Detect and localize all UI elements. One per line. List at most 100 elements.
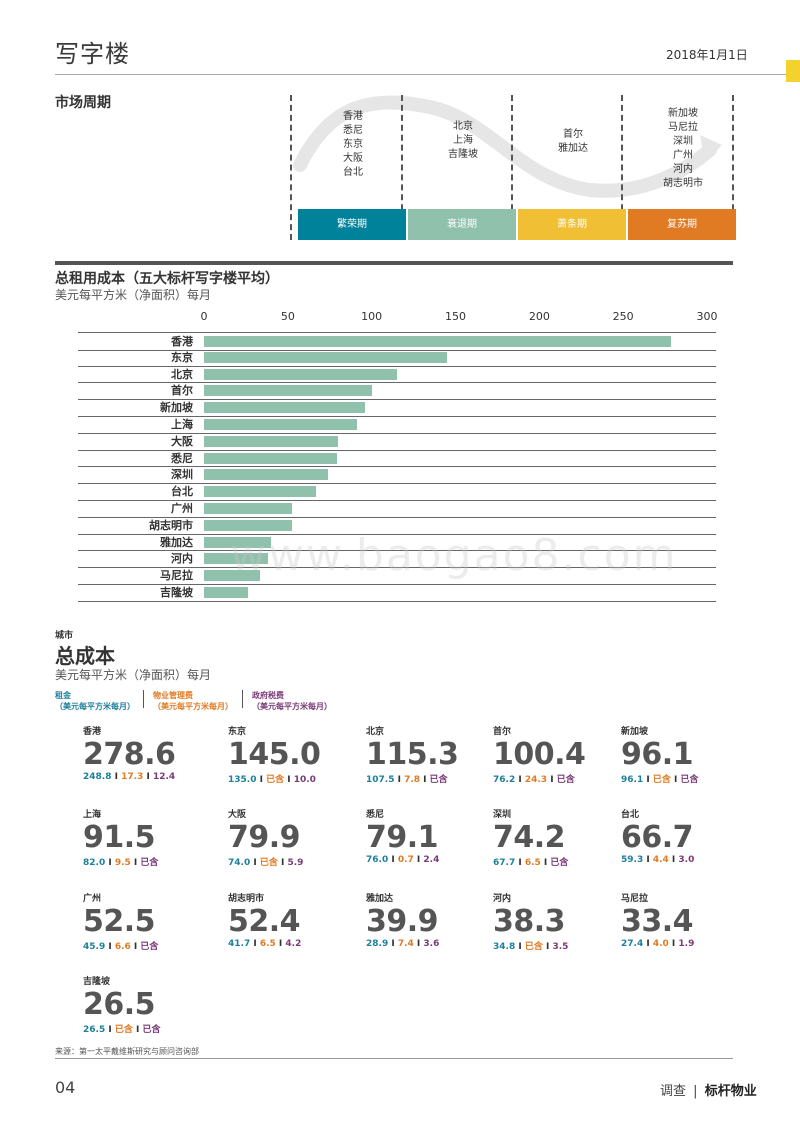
header-divider [55,74,800,75]
bar-category-label: 首尔 [171,384,193,398]
breakdown-separator: I [668,855,679,865]
bar-row: 马尼拉 [78,567,716,585]
rent-value: 59.3 [621,855,644,865]
cost-breakdown: 27.4 I 4.0 I 1.9 [621,939,751,949]
total-cost-kicker: 城市 [55,631,74,641]
cost-breakdown: 96.1 I 已含 I 已含 [621,772,751,785]
breakdown-separator: I [284,775,294,785]
cost-city-name: 胡志明市 [228,894,265,904]
cost-card: 深圳 74.2 67.7 I 6.5 I 已含 [493,807,623,868]
bar-row: 深圳 [78,466,716,485]
bar-category-label: 广州 [171,502,193,515]
bar-row: 广州 [78,500,716,518]
breakdown-separator: I [250,858,260,868]
management-fee-value: 已含 [259,858,278,868]
cost-total-value: 38.3 [493,904,566,939]
breakdown-separator: I [256,775,267,785]
breakdown-separator: I [143,772,153,782]
cost-city-name: 广州 [83,894,102,904]
cost-card: 上海 91.5 82.0 I 9.5 I 已含 [83,807,213,868]
bar-row: 东京 [78,349,716,367]
cost-breakdown: 34.8 I 已含 I 3.5 [493,939,623,952]
cost-total-value: 278.6 [83,737,176,772]
tax-value: 1.9 [678,939,695,949]
bar-category-label: 吉隆坡 [160,586,193,599]
cost-card: 首尔 100.4 76.2 I 24.3 I 已含 [493,724,623,785]
x-tick-label: 250 [612,310,634,323]
cost-breakdown: 45.9 I 6.6 I 已含 [83,939,213,952]
bar-row: 雅加达 [78,534,716,552]
cost-breakdown: 82.0 I 9.5 I 已含 [83,855,213,868]
management-fee-value: 已含 [524,942,543,952]
cycle-city: 首尔 [563,129,583,140]
cycle-wave-arrow [293,95,722,198]
bar-category-label: 北京 [171,367,193,381]
breakdown-separator: I [542,942,553,952]
bar-row: 北京 [78,366,716,384]
x-tick-label: 150 [445,310,466,323]
breakdown-separator: I [643,939,653,949]
cost-city-name: 北京 [366,727,385,737]
rent-value: 26.5 [83,1025,106,1035]
cost-breakdown: 76.0 I 0.7 I 2.4 [366,855,496,865]
management-fee-value: 已含 [266,775,285,785]
cycle-city: 马尼拉 [668,122,698,133]
brand-section: 调查 [660,1084,687,1099]
cycle-divider [401,95,403,240]
cost-card: 大阪 79.9 74.0 I 已含 I 5.9 [228,807,358,868]
legend-unit: （美元每平方米每月） [153,702,233,711]
cost-card: 胡志明市 52.4 41.7 I 6.5 I 4.2 [228,891,358,949]
legend-separator [242,690,243,708]
cost-card: 新加坡 96.1 96.1 I 已含 I 已含 [621,724,751,785]
cycle-cities-1: 香港 悉尼 东京 大阪 台北 [298,110,408,180]
cost-total-value: 33.4 [621,904,694,939]
cycle-cities-4: 新加坡 马尼拉 深圳 广州 河内 胡志明市 [628,107,738,191]
cycle-city: 北京 [453,121,473,132]
tax-value: 12.4 [152,772,176,782]
cost-card: 吉隆坡 26.5 26.5 I 已含 I 已含 [83,974,213,1035]
breakdown-separator: I [105,942,115,952]
management-fee-value: 6.6 [114,942,131,952]
chart-section-divider [55,261,733,265]
breakdown-separator: I [668,939,679,949]
rent-value: 76.0 [366,855,389,865]
bar-category-label: 河内 [171,552,193,566]
bar-category-label: 大阪 [171,434,193,448]
cost-total-value: 96.1 [621,737,694,772]
bar-row: 新加坡 [78,399,716,417]
cost-card: 河内 38.3 34.8 I 已含 I 3.5 [493,891,623,952]
bar-category-label: 新加坡 [160,401,193,415]
breakdown-separator: I [388,939,398,949]
cycle-city: 新加坡 [668,108,698,119]
bar-悉尼 [204,452,337,464]
bar-row: 胡志明市 [78,517,716,535]
cost-total-value: 79.1 [366,820,439,855]
legend-item: 租金 （美元每平方米每月） [55,690,135,712]
x-tick-label: 100 [361,310,383,323]
cycle-city: 东京 [343,139,363,150]
tax-value: 已含 [140,858,159,868]
rent-value: 76.2 [493,775,516,785]
cost-city-name: 悉尼 [366,810,385,820]
cost-total-value: 26.5 [83,987,156,1022]
brand-divider: | [693,1084,698,1099]
bar-category-label: 上海 [171,418,193,431]
cost-city-name: 马尼拉 [621,894,649,904]
breakdown-separator: I [643,855,653,865]
legend-item: 政府税费 （美元每平方米每月） [252,690,332,712]
breakdown-separator: I [420,775,430,785]
cycle-city: 香港 [343,111,363,122]
bar-row: 大阪 [78,433,716,451]
cost-city-name: 台北 [621,810,640,820]
legend-label: 物业管理费 [153,691,193,700]
rent-value: 27.4 [621,939,644,949]
breakdown-separator: I [547,775,557,785]
x-tick-label: 300 [696,310,718,323]
phase-label-2: 衰退期 [408,209,516,240]
legend-label: 租金 [55,691,71,700]
x-tick-label: 0 [200,310,208,323]
breakdown-separator: I [132,1025,143,1035]
rent-value: 135.0 [228,775,257,785]
bar-row: 悉尼 [78,450,716,468]
cycle-city: 广州 [673,150,693,161]
